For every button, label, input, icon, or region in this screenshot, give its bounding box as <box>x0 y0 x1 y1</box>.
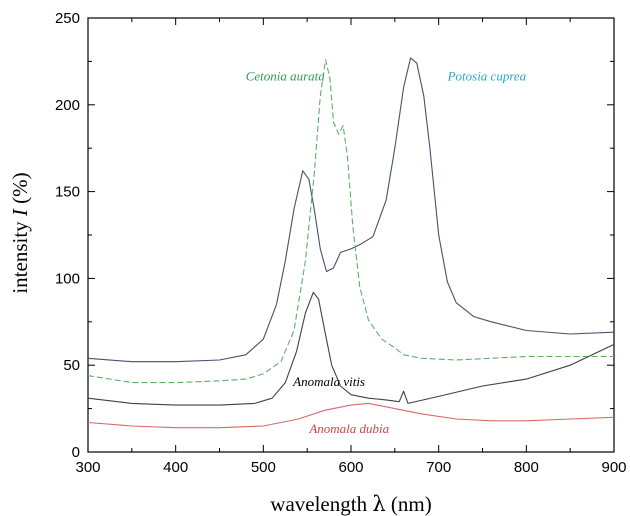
series-line-anomala-vitis <box>87 291 615 406</box>
series-label-potosia-cuprea: Potosia cuprea <box>447 68 527 83</box>
x-tick-label: 400 <box>163 459 188 476</box>
series-label-cetonia-aurata: Cetonia aurata <box>246 68 326 83</box>
x-tick-label: 900 <box>601 459 626 476</box>
y-tick-label: 100 <box>55 270 80 287</box>
series-line-potosia-cuprea <box>87 57 615 363</box>
x-axis-title: wavelength λ (nm) <box>270 492 431 516</box>
x-tick-label: 600 <box>338 459 363 476</box>
x-tick-label: 300 <box>75 459 100 476</box>
x-tick-label: 800 <box>514 459 539 476</box>
y-tick-label: 0 <box>72 444 80 461</box>
series-label-anomala-dubia: Anomala dubia <box>308 421 389 436</box>
series-label-anomala-vitis: Anomala vitis <box>292 374 365 389</box>
series-layer <box>87 57 615 429</box>
axis-ticks <box>87 17 615 453</box>
y-tick-label: 250 <box>55 10 80 27</box>
series-line-anomala-dubia <box>87 402 615 429</box>
y-tick-label: 150 <box>55 184 80 201</box>
y-tick-label: 200 <box>55 97 80 114</box>
y-axis-title: intensity I (%) <box>8 172 32 293</box>
x-tick-label: 500 <box>251 459 276 476</box>
y-tick-label: 50 <box>63 357 80 374</box>
x-tick-label: 700 <box>426 459 451 476</box>
tick-labels: 300 400 500 600 700 800 900 0 50 100 150 200 250 <box>55 10 627 476</box>
series-line-cetonia-aurata <box>87 59 614 384</box>
annotation-layer: Cetonia aurata Potosia cuprea Anomala viti… <box>246 68 527 435</box>
